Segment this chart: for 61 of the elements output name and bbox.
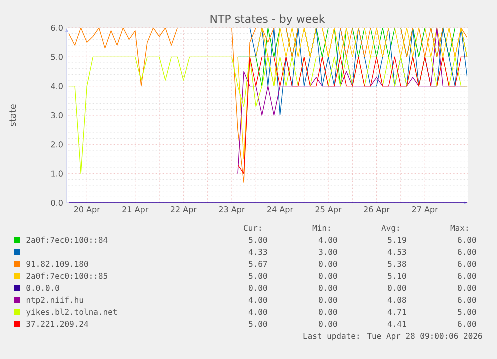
legend-label: 37.221.209.24	[26, 321, 88, 328]
text: 5.67	[249, 261, 268, 268]
text: 4.41	[388, 321, 406, 327]
legend-label: 2a0f:7ec0:100::85	[26, 272, 108, 280]
text: 6.00	[458, 297, 476, 304]
text: 0.00	[458, 285, 476, 292]
x-tick-label: 22 Apr	[170, 206, 197, 214]
y-tick-label: 0.0	[51, 200, 63, 206]
legend-label: 2a0f:7ec0:100::84	[26, 236, 108, 244]
text: 5.00	[458, 309, 476, 316]
x-tick-label: 25 Apr	[316, 206, 342, 214]
text: 0.00	[319, 321, 338, 328]
text: 0.00	[319, 309, 338, 316]
x-tick-label: 21 Apr	[122, 206, 149, 214]
x-tick-label: 26 Apr	[364, 206, 390, 214]
legend-label: ntp2.niif.hu	[26, 296, 84, 305]
y-tick-label: 3.0	[51, 112, 63, 119]
text: Last update: Tue Apr 28 09:00:06 2026	[304, 332, 482, 341]
text: 6.00	[458, 261, 476, 268]
text: 6.00	[458, 273, 476, 280]
y-axis-title: state	[10, 104, 16, 126]
text: 0.00	[319, 273, 338, 280]
text: 4.71	[388, 309, 406, 315]
text: 0.00	[319, 285, 338, 292]
x-tick-label: 20 Apr	[74, 206, 100, 214]
chart-title: NTP states - by week	[210, 14, 326, 26]
text: Avg:	[382, 225, 399, 233]
y-tick-label: 5.0	[51, 54, 63, 60]
text: 5.10	[388, 273, 406, 280]
legend-label: yikes.bl2.tolna.net	[26, 308, 117, 317]
text: 5.00	[249, 321, 268, 328]
text: 4.08	[388, 297, 406, 304]
text: 5.00	[249, 273, 268, 280]
text: 0.00	[319, 297, 338, 304]
x-tick-label: 23 Apr	[219, 206, 246, 214]
text: 5.00	[249, 237, 268, 244]
legend-label: 91.82.109.180	[26, 261, 88, 268]
x-tick-label: 27 Apr	[412, 206, 438, 214]
text: Cur:	[244, 225, 261, 232]
text: 4.00	[318, 237, 338, 244]
text: Min:	[312, 224, 330, 231]
text: 0.00	[319, 261, 338, 268]
x-tick-label: 24 Apr	[268, 206, 294, 214]
text: 0.00	[249, 285, 268, 292]
text: 6.00	[458, 237, 476, 244]
text: 4.53	[388, 249, 406, 256]
text: 5.19	[388, 237, 406, 244]
legend-label: 0.0.0.0	[26, 285, 60, 292]
y-tick-label: 1.0	[52, 170, 63, 177]
text: 6.00	[458, 249, 476, 256]
y-tick-label: 2.0	[51, 142, 63, 148]
y-tick-label: 6.0	[51, 24, 63, 32]
text: 6.00	[458, 321, 476, 328]
y-tick-label: 4.0	[51, 83, 63, 90]
text: 0.00	[388, 285, 406, 292]
text: 4.33	[248, 249, 268, 256]
text: Max:	[450, 225, 468, 232]
text: 4.00	[248, 309, 268, 316]
text: 4.00	[248, 297, 268, 304]
text: 5.38	[388, 261, 406, 268]
text: 3.00	[319, 249, 338, 256]
